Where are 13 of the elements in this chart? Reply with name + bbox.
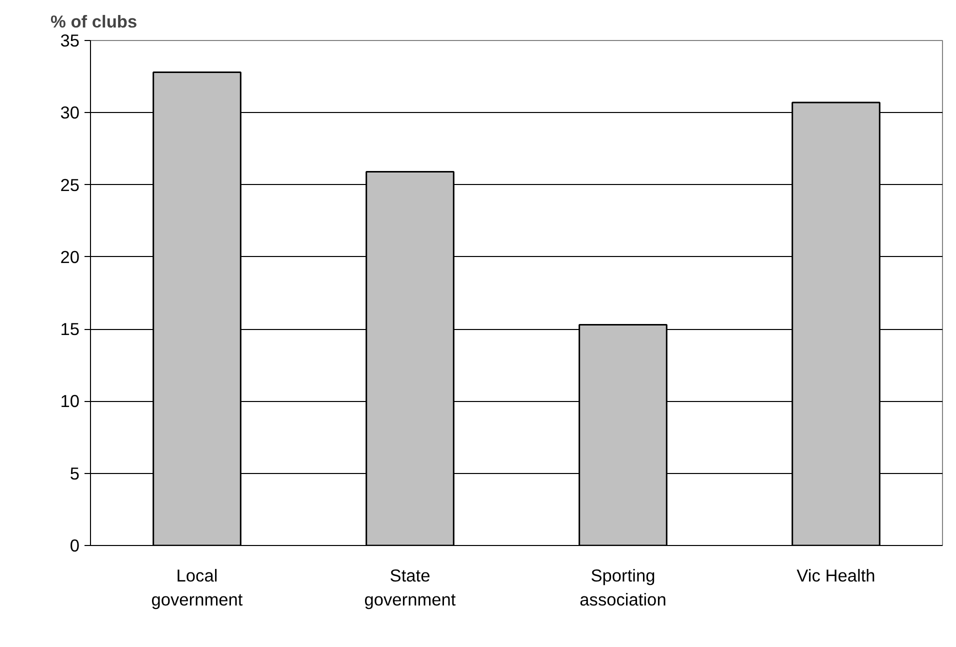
y-tick-label: 20 xyxy=(60,246,80,267)
x-tick-label: Vic Health xyxy=(796,566,876,586)
y-tick-label: 25 xyxy=(60,174,80,195)
y-tick-label: 10 xyxy=(60,391,80,412)
y-axis-title: % of clubs xyxy=(50,12,138,32)
x-tick-label: State government xyxy=(364,566,456,610)
x-tick-label: Local government xyxy=(151,566,243,610)
y-tick-label: 30 xyxy=(60,102,80,123)
y-tick-label: 15 xyxy=(60,319,80,340)
y-tick-label: 0 xyxy=(70,536,80,556)
y-tick-label: 35 xyxy=(60,30,80,50)
y-tick-label: 5 xyxy=(70,463,80,484)
x-tick-label: Sporting association xyxy=(580,566,666,610)
